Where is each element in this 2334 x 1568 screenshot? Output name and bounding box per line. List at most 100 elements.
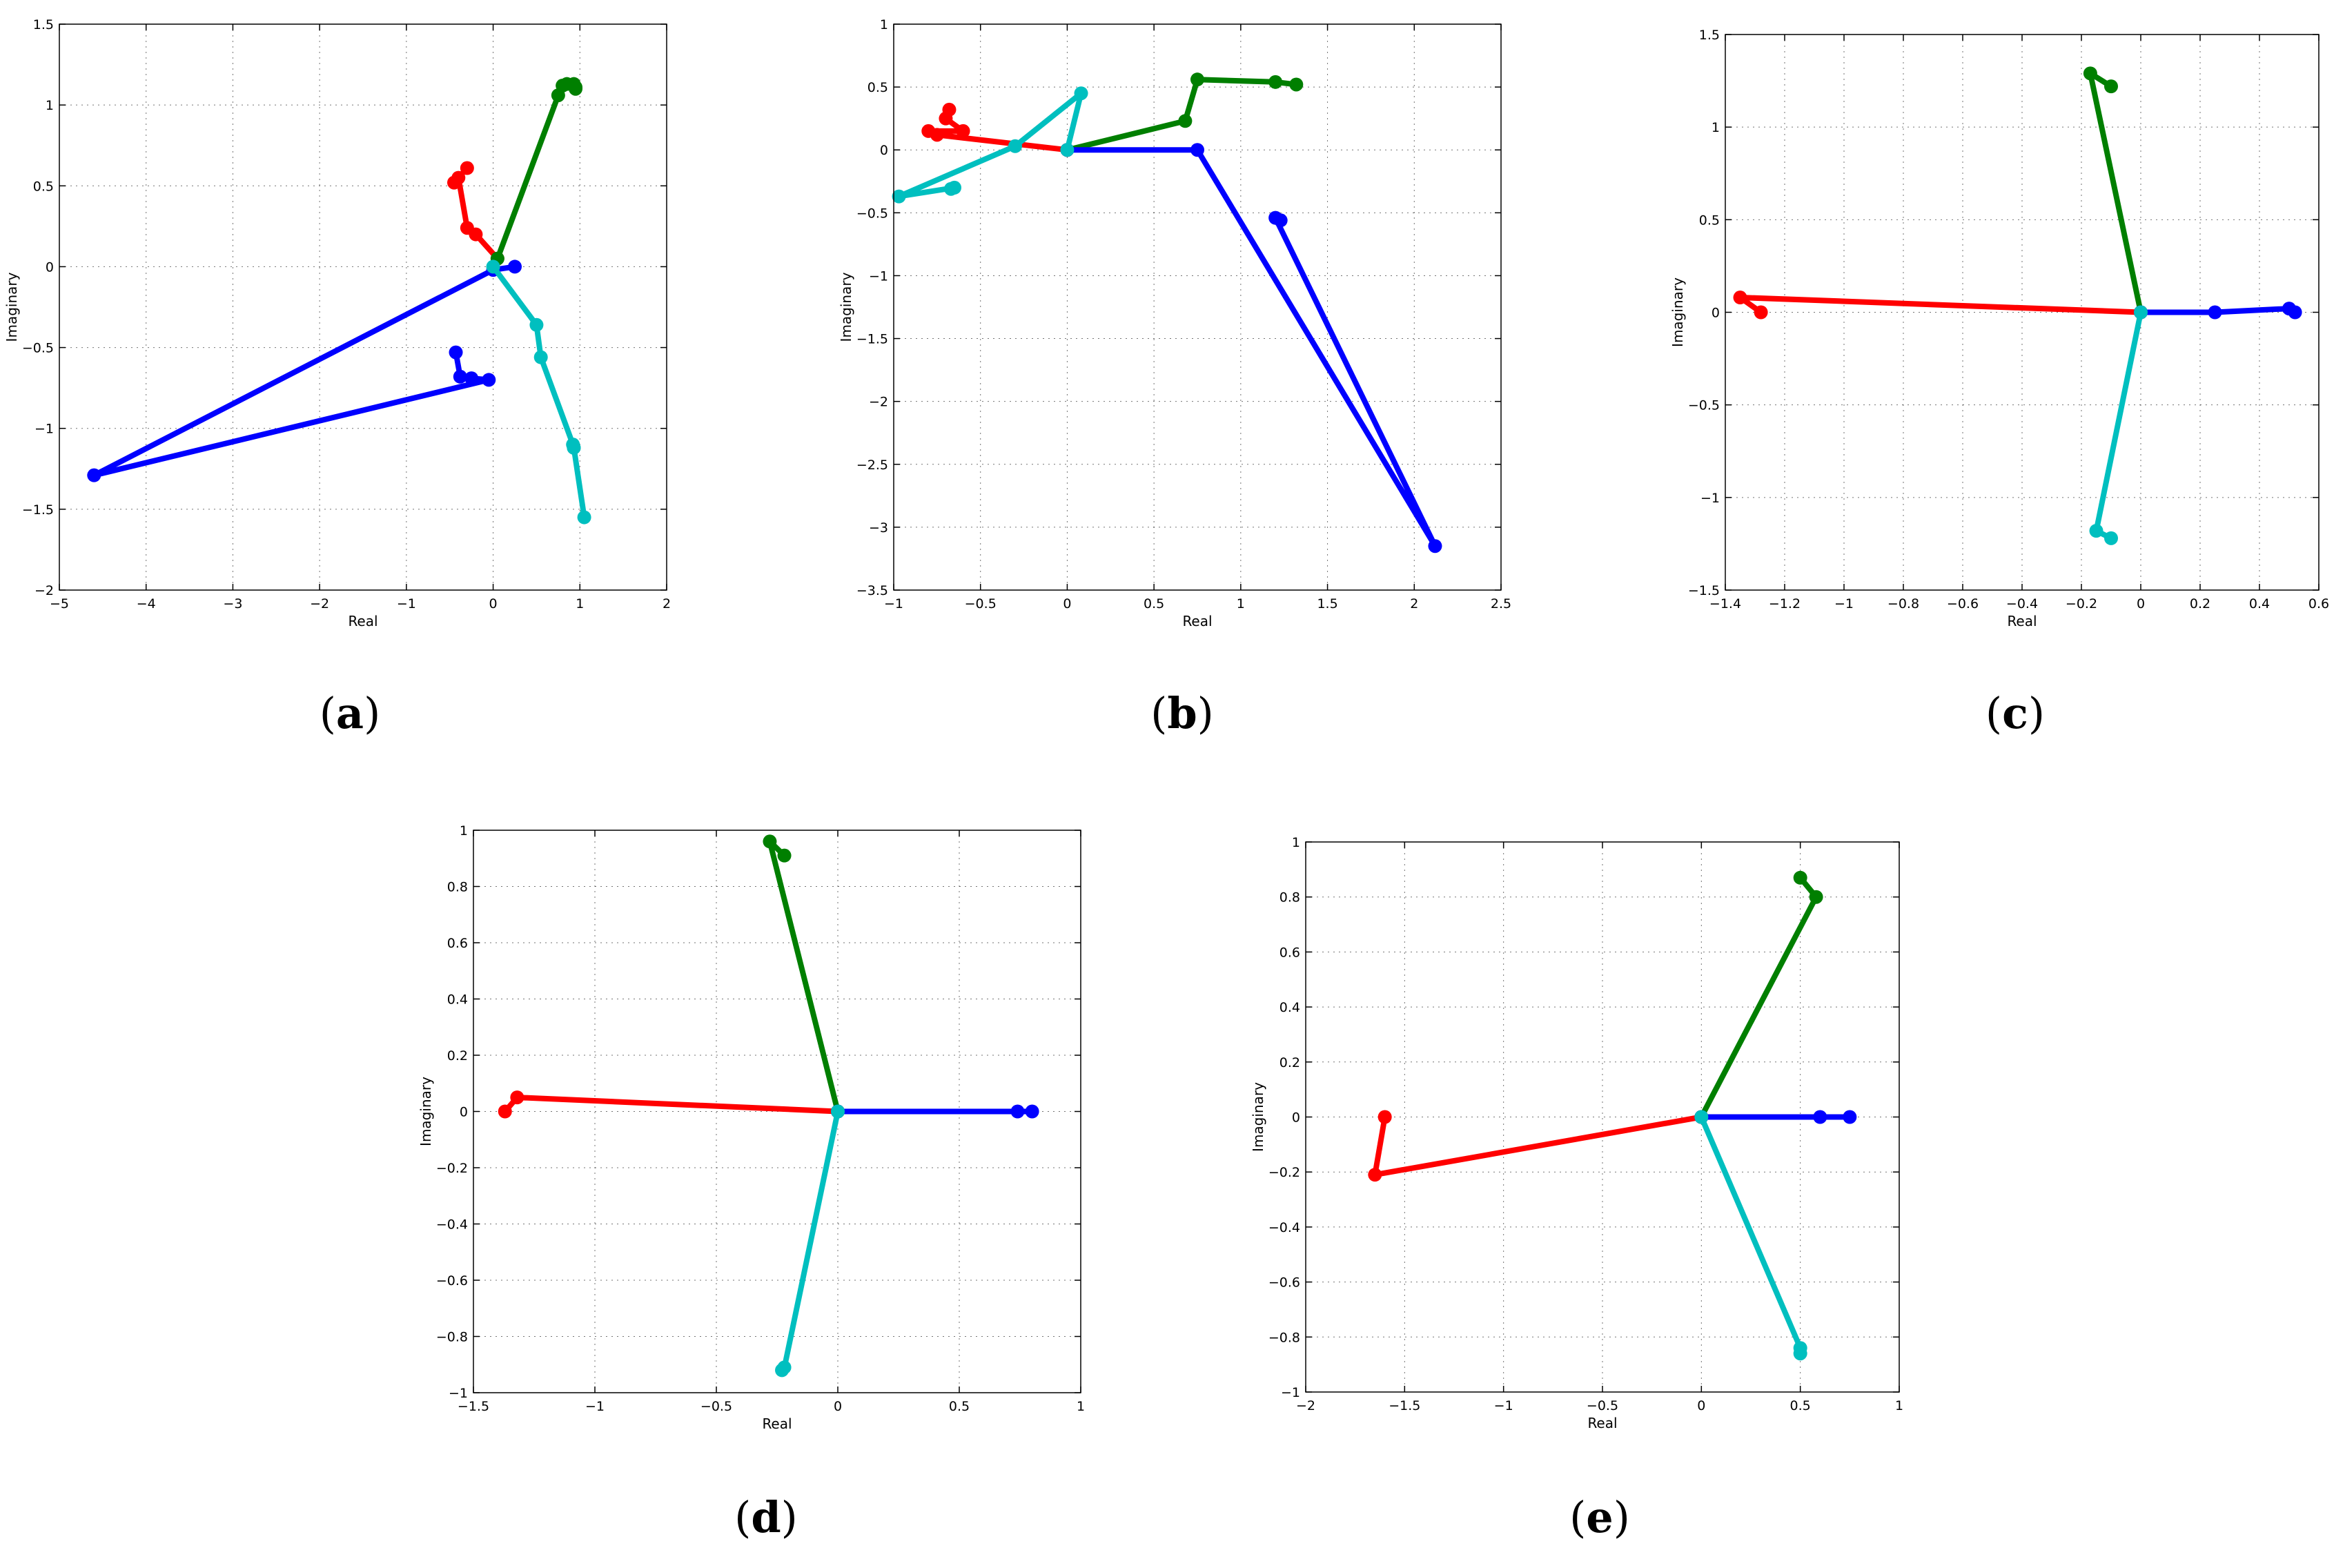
data-point-blue — [1428, 539, 1442, 553]
panel-caption: (e) — [1569, 1492, 1630, 1542]
data-point-red — [447, 175, 461, 190]
x-tick-label: −1 — [585, 1399, 605, 1414]
x-axis-label: Real — [1182, 613, 1212, 629]
x-tick-label: −5 — [50, 596, 69, 611]
data-point-cyan — [1060, 143, 1075, 157]
y-tick-label: −1 — [1281, 1385, 1300, 1400]
y-tick-label: 1.5 — [1699, 28, 1720, 43]
x-tick-label: 0 — [1697, 1398, 1705, 1413]
data-point-red — [460, 161, 474, 175]
data-point-green — [1268, 75, 1283, 89]
x-tick-label: −2 — [310, 596, 329, 611]
data-point-red — [460, 221, 474, 235]
data-point-cyan — [533, 350, 548, 364]
x-tick-label: −3 — [223, 596, 242, 611]
data-point-cyan — [567, 440, 581, 455]
y-tick-label: 0 — [1712, 306, 1720, 321]
y-tick-label: 1 — [46, 98, 54, 113]
panel-c: −1.4 −1.2 −1 −0.8 −0.6 −0.4 −0.2 0 0.2 0.4 0.6 −1.5… — [1669, 28, 2329, 738]
y-tick-label: −1.5 — [856, 332, 888, 347]
y-tick-label: −0.5 — [1688, 398, 1720, 413]
y-axis-label: Imaginary — [418, 1077, 434, 1146]
panel-letter: a — [336, 688, 364, 738]
panel-a: −5 −4 −3 −2 −1 0 1 2 −2 −1.5 −1 −0.5 0 0.5 1 1.5 Real Ima… — [3, 17, 671, 738]
data-point-blue — [449, 345, 463, 360]
y-tick-label: −0.8 — [1268, 1330, 1300, 1345]
y-tick-label: 0 — [1292, 1110, 1300, 1126]
plot-area — [59, 24, 667, 590]
data-point-blue — [1025, 1104, 1039, 1119]
data-point-cyan — [943, 182, 958, 196]
panel-letter: b — [1167, 688, 1197, 738]
y-tick-label: 1 — [1712, 120, 1720, 135]
data-point-cyan — [831, 1104, 845, 1119]
data-point-cyan — [486, 259, 500, 274]
data-point-blue — [1843, 1110, 1857, 1124]
data-point-red — [1377, 1110, 1392, 1124]
x-axis-label: Real — [2007, 613, 2037, 629]
data-point-green — [763, 834, 777, 849]
y-tick-label: 0.5 — [1699, 213, 1720, 228]
y-tick-label: 1 — [1292, 835, 1300, 850]
data-point-red — [1368, 1168, 1382, 1182]
x-tick-label: 0.6 — [2308, 596, 2329, 611]
y-tick-label: −2.5 — [856, 458, 888, 473]
x-axis-label: Real — [762, 1415, 792, 1432]
y-tick-label: −0.4 — [1268, 1220, 1300, 1235]
data-point-cyan — [2104, 531, 2118, 545]
panel-caption: (c) — [1985, 688, 2045, 738]
x-tick-label: −1.4 — [1709, 596, 1741, 611]
y-axis-label: Imaginary — [3, 272, 20, 342]
x-tick-label: −1.5 — [458, 1399, 489, 1414]
panel-caption: (b) — [1150, 688, 1214, 738]
y-tick-label: −1.5 — [1688, 583, 1720, 598]
y-tick-label: 0 — [880, 143, 888, 158]
data-point-blue — [1010, 1104, 1025, 1119]
panel-b: −1 −0.5 0 0.5 1 1.5 2 2.5 −3.5 −3 −2.5 −2 −1.5 −1 −0.5… — [838, 17, 1511, 738]
y-tick-label: 0.2 — [1279, 1055, 1300, 1070]
plot-frame — [59, 23, 667, 591]
x-tick-label: 1.5 — [1317, 596, 1337, 611]
y-tick-label: 0.8 — [1279, 890, 1300, 905]
y-tick-label: −0.2 — [1268, 1165, 1300, 1180]
y-tick-label: −2 — [869, 395, 888, 410]
y-tick-label: −1 — [869, 268, 888, 284]
data-point-blue — [87, 468, 101, 482]
x-tick-label: 0.5 — [1144, 596, 1164, 611]
y-tick-label: −0.4 — [436, 1217, 468, 1233]
y-tick-label: 0.5 — [33, 179, 54, 194]
data-point-green — [777, 848, 792, 863]
x-tick-label: 0.4 — [2249, 596, 2270, 611]
y-tick-label: −1 — [449, 1386, 468, 1401]
x-tick-label: 2.5 — [1491, 596, 1511, 611]
x-axis-label: Real — [348, 613, 377, 629]
panel-caption: (d) — [734, 1492, 798, 1542]
x-tick-label: −1 — [884, 596, 903, 611]
y-tick-label: 0.4 — [447, 992, 468, 1008]
panel-letter: d — [751, 1492, 781, 1542]
x-tick-label: −0.6 — [1947, 596, 1979, 611]
x-tick-label: 0 — [2137, 596, 2145, 611]
x-tick-label: 2 — [663, 596, 671, 611]
data-point-blue — [482, 373, 496, 387]
data-point-green — [569, 81, 582, 96]
data-point-red — [1754, 305, 1768, 320]
y-tick-label: −1 — [35, 422, 54, 437]
panel-letter: e — [1586, 1492, 1613, 1542]
data-point-red — [498, 1104, 512, 1119]
x-tick-label: −1.5 — [1389, 1398, 1420, 1413]
plot-area — [894, 24, 1501, 590]
data-point-blue — [453, 369, 467, 384]
y-tick-label: 0.4 — [1279, 1000, 1300, 1015]
x-tick-label: 0 — [489, 596, 498, 611]
data-point-blue — [2288, 305, 2302, 320]
data-point-green — [1190, 72, 1204, 87]
data-point-green — [2083, 66, 2097, 81]
y-tick-label: −0.5 — [22, 341, 54, 356]
data-point-cyan — [577, 510, 591, 525]
y-tick-label: −0.6 — [1268, 1275, 1300, 1291]
x-tick-label: −1.2 — [1769, 596, 1801, 611]
data-point-cyan — [1074, 86, 1088, 101]
x-tick-label: 1 — [1237, 596, 1245, 611]
